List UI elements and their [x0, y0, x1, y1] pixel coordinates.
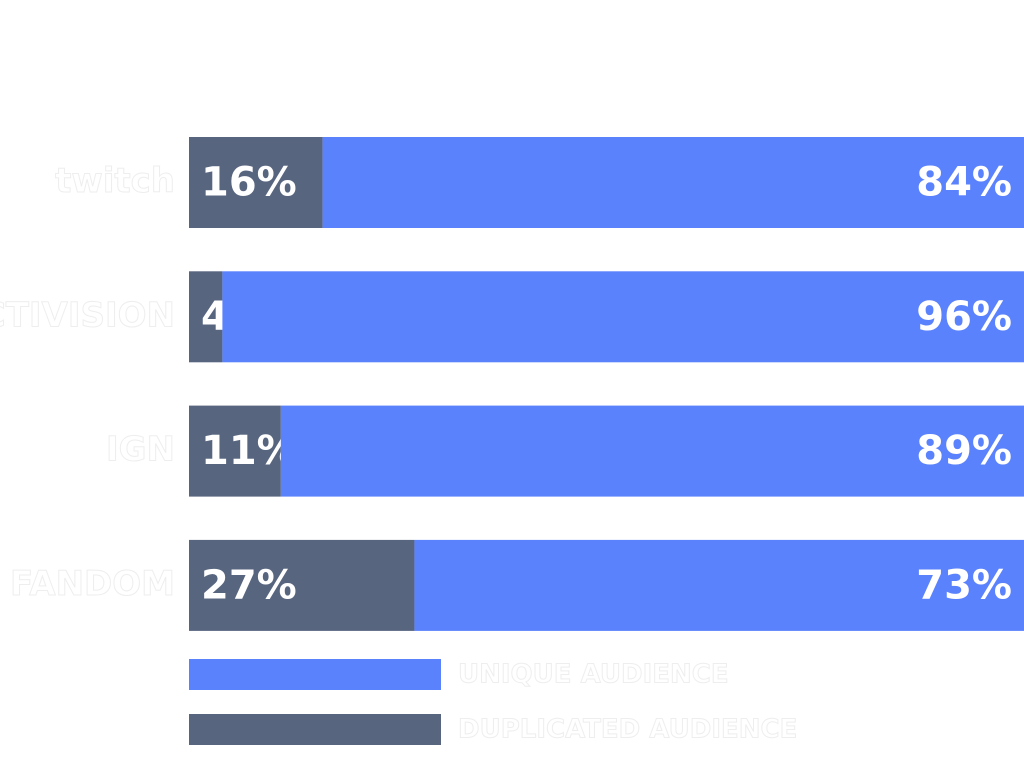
value-label: 96%: [916, 294, 1012, 340]
bar-segment: [222, 271, 1024, 363]
bar-segment: [280, 405, 1024, 497]
bar-segment: [322, 137, 1024, 228]
legend-label: UNIQUE AUDIENCE: [458, 660, 729, 690]
bar-segment: [189, 539, 415, 631]
bar-segment: [189, 271, 223, 363]
legend-swatch: [189, 714, 441, 745]
value-label: 27%: [201, 562, 297, 608]
bar-segment: [414, 539, 1024, 631]
legend-label: DUPLICATED AUDIENCE: [458, 715, 797, 745]
value-label: 73%: [916, 562, 1012, 608]
category-label: IGN: [106, 430, 175, 470]
value-label: 89%: [916, 428, 1012, 474]
value-label: 16%: [201, 160, 297, 206]
value-label: 84%: [916, 160, 1012, 206]
category-label: twitch: [55, 161, 175, 201]
bar-segment: [189, 137, 323, 228]
value-label: 11%: [201, 428, 297, 474]
category-label: ACTIVISION: [0, 295, 175, 335]
bar-segment: [189, 405, 281, 497]
legend-swatch: [189, 659, 441, 690]
category-label: FANDOM: [10, 564, 175, 604]
